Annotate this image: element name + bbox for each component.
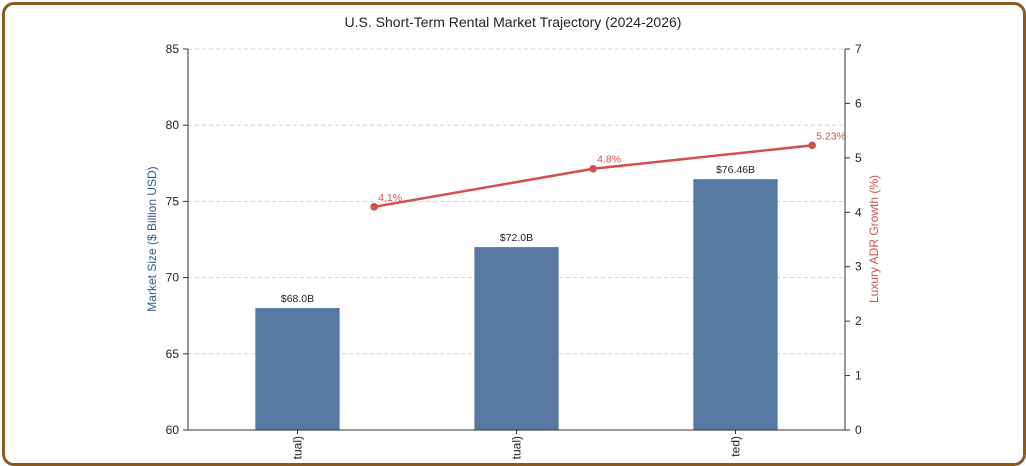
y-axis-right-label: Luxury ADR Growth (%) — [867, 175, 881, 303]
y-right-tick-label: 1 — [855, 369, 862, 383]
line-point-0 — [370, 203, 378, 211]
bar-data-label: $68.0B — [281, 293, 314, 305]
bar-data-label: $72.0B — [500, 232, 533, 244]
y-right-tick-label: 2 — [855, 314, 862, 328]
y-left-tick-label: 85 — [166, 42, 180, 56]
line-point-1 — [589, 164, 597, 173]
x-tick-label: tual) — [510, 436, 524, 459]
line-data-label: 5.23% — [816, 130, 846, 142]
y-left-tick-label: 70 — [166, 271, 180, 285]
y-axis-left-label: Market Size ($ Billion USD) — [145, 166, 159, 311]
line-layer: 4.1% 4.8% 5.23% — [370, 130, 846, 211]
y-left-tick-label: 75 — [166, 194, 180, 208]
y-right-tick-label: 6 — [855, 96, 862, 110]
bars-layer: $68.0B $72.0B $76.46B — [255, 164, 778, 430]
x-tick-label: tual) — [291, 436, 305, 459]
chart-title: U.S. Short-Term Rental Market Trajectory… — [345, 14, 682, 30]
bar-1 — [474, 247, 559, 430]
bar-data-label: $76.46B — [716, 164, 755, 176]
y-right-tick-label: 7 — [855, 42, 862, 56]
y-right-tick-label: 4 — [855, 205, 862, 219]
y-left-tick-label: 60 — [166, 423, 180, 437]
y-left-tick-label: 80 — [166, 118, 180, 132]
x-tick-label: ted) — [729, 436, 743, 457]
y-right-tick-label: 3 — [855, 260, 862, 274]
axes-layer: 60 65 70 75 80 85 0 1 2 3 4 5 6 7 tual) tual) ted) — [166, 42, 862, 459]
bar-0 — [255, 308, 340, 430]
line-data-label: 4.1% — [378, 192, 402, 204]
bar-2 — [693, 179, 778, 430]
y-right-tick-label: 0 — [855, 423, 862, 437]
y-left-tick-label: 65 — [166, 347, 180, 361]
line-point-2 — [808, 141, 816, 150]
line-data-label: 4.8% — [597, 154, 621, 166]
y-right-tick-label: 5 — [855, 151, 862, 165]
